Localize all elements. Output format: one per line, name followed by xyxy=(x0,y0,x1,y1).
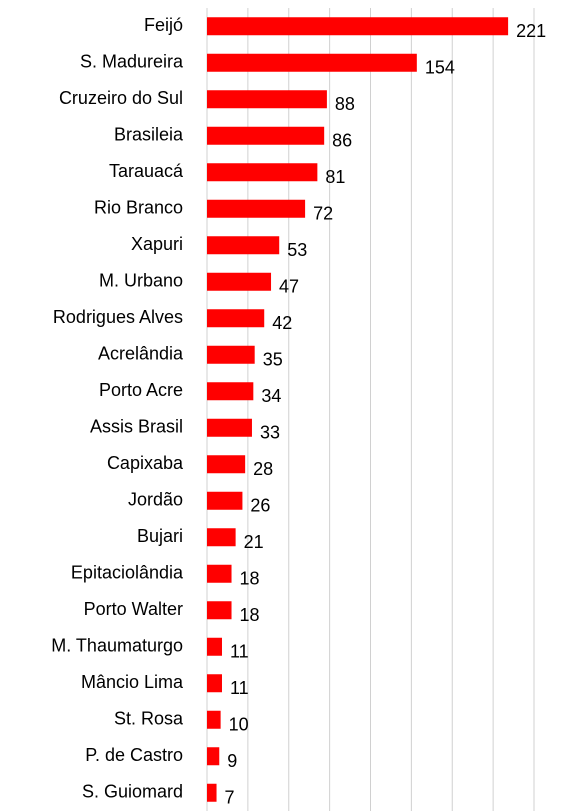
value-label: 10 xyxy=(229,715,249,735)
bar xyxy=(207,17,509,36)
bar xyxy=(207,199,306,218)
bar xyxy=(207,163,318,182)
y-tick-label: S. Madureira xyxy=(80,52,184,72)
y-tick-label: Capixaba xyxy=(107,453,184,473)
y-tick-label: Rodrigues Alves xyxy=(53,307,183,327)
bar xyxy=(207,236,280,255)
bar xyxy=(207,674,222,693)
bar xyxy=(207,382,254,401)
bar xyxy=(207,126,325,145)
y-tick-label: Cruzeiro do Sul xyxy=(59,88,183,108)
bar xyxy=(207,491,243,510)
value-label: 28 xyxy=(253,459,273,479)
y-tick-label: Xapuri xyxy=(131,234,183,254)
y-tick-label: Assis Brasil xyxy=(90,417,183,437)
bar xyxy=(207,747,220,766)
value-label: 86 xyxy=(332,131,352,151)
value-label: 26 xyxy=(250,496,270,516)
value-label: 34 xyxy=(261,386,281,406)
y-tick-label: M. Thaumaturgo xyxy=(51,636,183,656)
y-tick-label: Tarauacá xyxy=(109,161,184,181)
bar xyxy=(207,272,272,291)
y-tick-label: Porto Acre xyxy=(99,380,183,400)
value-label: 88 xyxy=(335,94,355,114)
value-label: 21 xyxy=(244,532,264,552)
value-label: 42 xyxy=(272,313,292,333)
bar xyxy=(207,637,222,656)
y-tick-label: P. de Castro xyxy=(85,745,183,765)
bar xyxy=(207,345,255,364)
y-tick-label: St. Rosa xyxy=(114,709,184,729)
value-label: 18 xyxy=(240,605,260,625)
y-tick-label: S. Guiomard xyxy=(82,782,183,802)
y-tick-label: Rio Branco xyxy=(94,198,183,218)
bar xyxy=(207,309,265,328)
value-label: 18 xyxy=(240,569,260,589)
y-tick-label: Epitaciolândia xyxy=(71,563,184,583)
bar xyxy=(207,601,232,620)
bar xyxy=(207,455,246,474)
bar xyxy=(207,90,327,109)
y-tick-label: Bujari xyxy=(137,526,183,546)
value-label: 81 xyxy=(325,167,345,187)
bar xyxy=(207,528,236,547)
y-tick-label: Porto Walter xyxy=(84,599,183,619)
y-tick-label: Brasileia xyxy=(114,125,184,145)
bar xyxy=(207,710,221,729)
value-label: 154 xyxy=(425,58,455,78)
value-label: 11 xyxy=(230,642,249,662)
bar xyxy=(207,783,217,802)
bar xyxy=(207,418,252,437)
y-tick-label: Jordão xyxy=(128,490,183,510)
value-label: 33 xyxy=(260,423,280,443)
value-label: 7 xyxy=(225,788,235,808)
value-label: 11 xyxy=(230,678,249,698)
value-label: 47 xyxy=(279,277,299,297)
value-label: 9 xyxy=(227,751,237,771)
value-label: 72 xyxy=(313,204,333,224)
y-tick-label: Feijó xyxy=(144,15,183,35)
bar xyxy=(207,53,417,72)
y-tick-label: Acrelândia xyxy=(98,344,184,364)
value-label: 35 xyxy=(263,350,283,370)
value-label: 221 xyxy=(516,21,546,41)
y-tick-label: M. Urbano xyxy=(99,271,183,291)
y-tick-label: Mâncio Lima xyxy=(81,672,184,692)
bar xyxy=(207,564,232,583)
value-label: 53 xyxy=(287,240,307,260)
